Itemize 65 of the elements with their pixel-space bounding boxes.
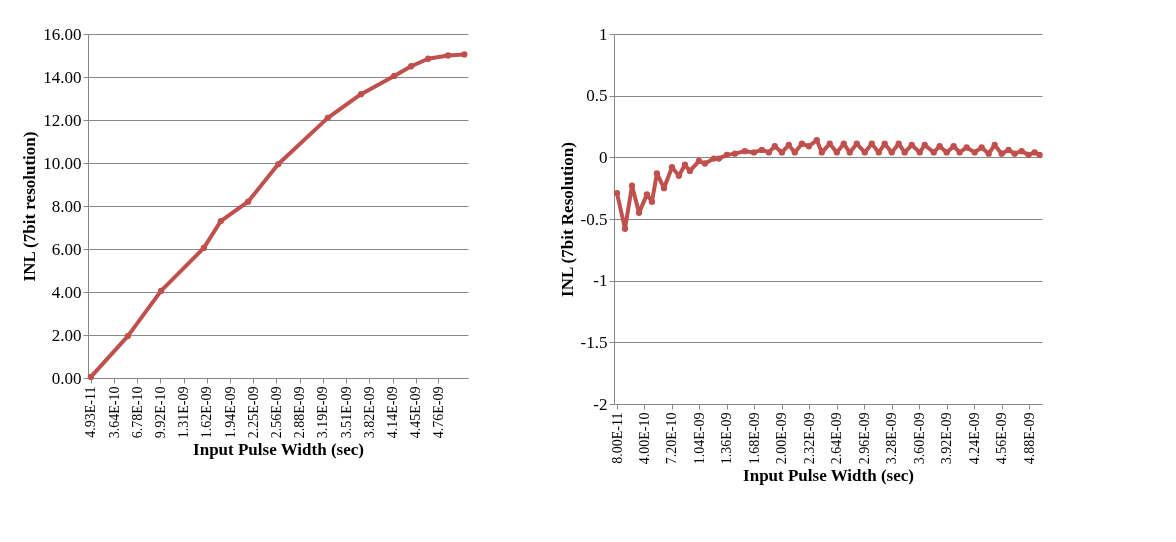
point [275,160,282,168]
x-tick-label: 7.20E-10 [664,412,680,465]
x-tick-label: 3.92E-09 [939,412,955,465]
y-tick-label: 6.00 [51,239,82,259]
y-tick-label: 10.00 [43,153,82,173]
x-tick-label: 4.76E-09 [430,386,446,439]
x-tick-label: 2.88E-09 [292,386,308,439]
x-tick-label: 3.51E-09 [338,386,354,439]
point [324,114,331,122]
point [391,72,398,80]
y-tick-label: 14.00 [43,67,82,87]
y-tick-label: 1 [599,24,608,44]
x-tick-label: 1.68E-09 [746,412,762,465]
x-tick-label: 4.14E-09 [385,386,401,439]
y-tick-label: 12.00 [43,110,82,130]
x-tick-label: 4.93E-11 [83,386,99,438]
x-tick-label: 4.88E-09 [1021,412,1037,465]
x-axis-title: Input Pulse Width (sec) [743,466,914,486]
y-tick-label: -1 [593,271,608,291]
y-tick-label: 0.00 [51,368,82,388]
x-tick-label: 8.00E-11 [609,412,625,464]
x-tick-label: 3.19E-09 [315,386,331,439]
y-tick-label: -0.5 [580,209,608,229]
x-tick-label: 1.94E-09 [222,386,238,439]
x-tick-label: 2.32E-09 [801,412,817,465]
point [357,91,365,98]
point [408,63,415,70]
x-tick-label: 4.00E-10 [636,412,652,465]
x-tick-label: 4.45E-09 [408,386,424,439]
x-tick-label: 1.62E-09 [199,386,215,439]
point [461,51,468,58]
x-tick-label: 9.92E-10 [152,386,168,439]
x-tick-label: 1.04E-09 [691,412,707,465]
x-tick-label: 4.24E-09 [966,412,982,465]
y-axis-title: INL (7bit resolution) [20,131,40,282]
y-tick-label: 16.00 [43,24,82,44]
point [244,198,252,205]
y-tick-label: -1.5 [580,332,608,352]
x-axis-title: Input Pulse Width (sec) [193,440,364,460]
point [124,332,132,340]
x-tick-label: 6.78E-10 [129,386,145,439]
x-tick-label: 2.25E-09 [245,386,261,439]
x-tick-label: 3.82E-09 [361,386,377,439]
y-tick-label: 0.5 [586,86,608,106]
x-tick-label: 3.64E-10 [106,386,122,439]
y-tick-label: 2.00 [51,325,82,345]
x-tick-label: 2.00E-09 [774,412,790,465]
y-tick-label: -2 [593,394,608,414]
x-tick-label: 2.96E-09 [856,412,872,465]
x-tick-label: 2.64E-09 [829,412,845,465]
x-tick-label: 1.36E-09 [719,412,735,465]
y-tick-label: 4.00 [51,282,82,302]
y-axis-title: INL (7bit Resolution) [557,142,577,297]
point [157,287,165,295]
x-tick-label: 4.56E-09 [994,412,1010,465]
x-tick-label: 3.28E-09 [884,412,900,465]
y-tick-label: 8.00 [51,196,82,216]
point [424,55,432,62]
point [200,244,208,252]
x-tick-label: 2.56E-09 [268,386,284,439]
y-tick-label: 0 [599,147,608,167]
x-tick-label: 1.31E-09 [176,386,192,439]
point [217,217,224,225]
x-tick-label: 3.60E-09 [911,412,927,465]
point [444,52,452,59]
